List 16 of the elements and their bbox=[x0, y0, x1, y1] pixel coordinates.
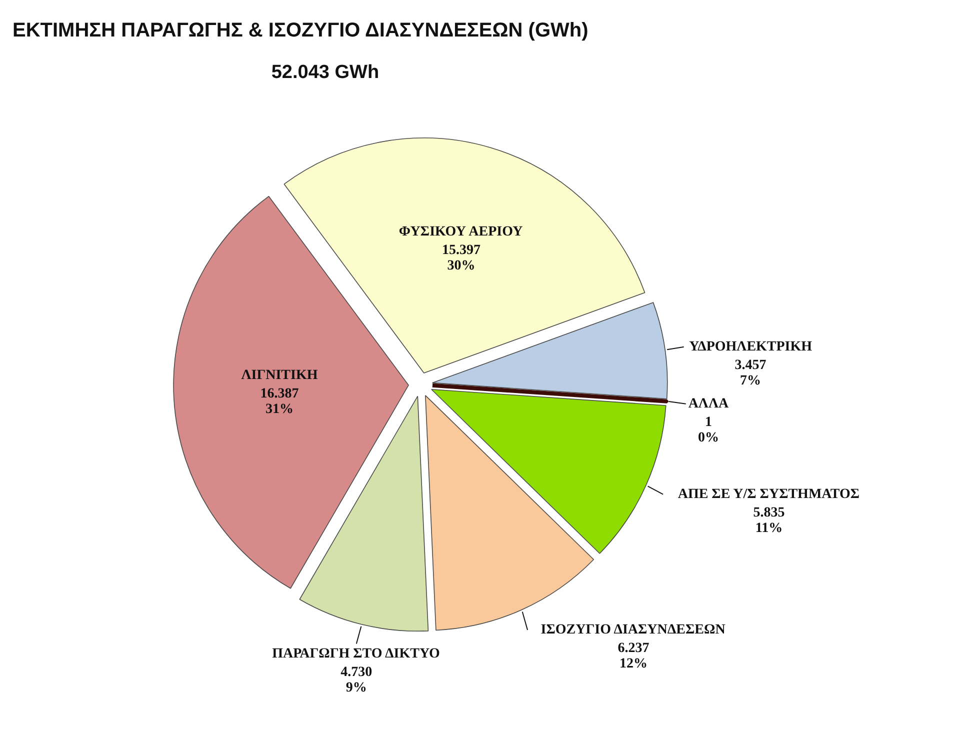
chart-title: ΕΚΤΙΜΗΣΗ ΠΑΡΑΓΩΓΗΣ & ΙΣΟΖΥΓΙΟ ΔΙΑΣΥΝΔΕΣΕΩΝ (GWh) bbox=[12, 20, 588, 42]
data-label: 16.387 31% bbox=[260, 386, 299, 417]
slice-label: ΙΣΟΖΥΓΙΟ ΔΙΑΣΥΝΔΕΣΕΩΝ bbox=[540, 622, 726, 638]
data-label: 4.730 9% bbox=[340, 664, 372, 696]
slice-label: ΛΙΓΝΙΤΙΚΗ bbox=[241, 368, 318, 383]
slice-label: ΠΑΡΑΓΩΓΗ ΣΤΟ ΔΙΚΤΥΟ bbox=[272, 646, 440, 662]
data-label: 6.237 12% bbox=[618, 640, 650, 672]
data-label: 3.457 7% bbox=[734, 358, 766, 388]
data-label: 1 0% bbox=[698, 414, 719, 446]
data-label: 5.835 11% bbox=[753, 505, 785, 536]
slice-label: ΑΠΕ ΣΕ Υ/Σ ΣΥΣΤΗΜΑΤΟΣ bbox=[678, 486, 860, 502]
chart-subtitle: 52.043 GWh bbox=[271, 62, 380, 83]
data-label: 15.397 30% bbox=[442, 243, 480, 274]
slice-label: ΦΥΣΙΚΟΥ ΑΕΡΙΟΥ bbox=[398, 224, 523, 240]
slice-label: ΥΔΡΟΗΛΕΚΤΡΙΚΗ bbox=[689, 339, 812, 354]
slice-label: ΑΛΛΑ bbox=[688, 396, 730, 412]
